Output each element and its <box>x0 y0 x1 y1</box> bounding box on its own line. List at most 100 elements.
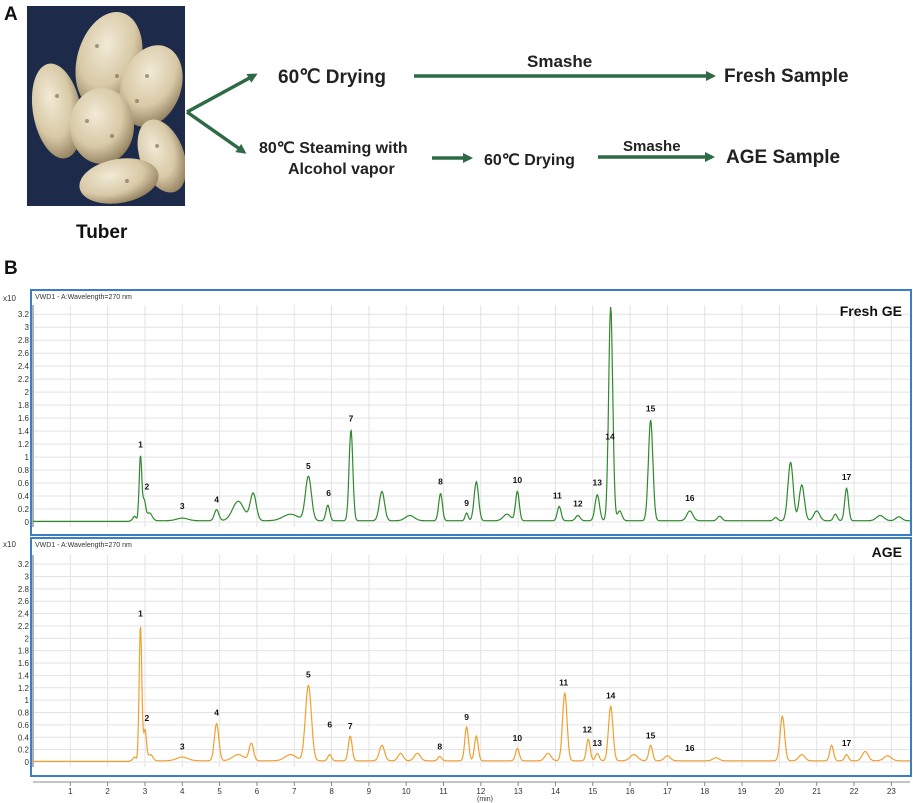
panel-a-letter: A <box>4 4 18 25</box>
peak-label-5: 5 <box>306 669 311 679</box>
y-tick-label: 0.6 <box>18 479 30 488</box>
step-steaming-line2: Alcohol vapor <box>288 161 395 178</box>
x-tick-label: 16 <box>626 787 635 796</box>
peak-label-3: 3 <box>180 501 185 511</box>
x-tick-label: 13 <box>514 787 523 796</box>
y-tick-label: 1.2 <box>18 684 30 693</box>
trace-fresh <box>33 306 910 522</box>
y-tick-label: 1.8 <box>18 647 30 656</box>
flow-arrows <box>185 71 716 163</box>
y-tick-label: 0.8 <box>18 466 30 475</box>
peak-label-6: 6 <box>327 719 332 729</box>
x-tick-label: 5 <box>217 787 222 796</box>
peak-label-8: 8 <box>437 742 442 752</box>
result-age-sample: AGE Sample <box>726 147 841 168</box>
x-tick-label: 3 <box>143 787 148 796</box>
peak-label-10: 10 <box>513 733 523 743</box>
y-tick-label: 1.4 <box>18 427 30 436</box>
y-tick-label: 0 <box>25 518 30 527</box>
arrow-label-smashe-bottom: Smashe <box>623 138 681 155</box>
y-scale-label: x10 <box>3 294 16 303</box>
y-scale-label: x10 <box>3 540 16 549</box>
y-tick-label: 1.8 <box>18 401 30 410</box>
peak-label-11: 11 <box>553 491 562 501</box>
trace-age <box>33 626 910 762</box>
x-tick-label: 2 <box>105 787 110 796</box>
y-tick-label: 0.6 <box>18 721 30 730</box>
peak-label-3: 3 <box>180 742 185 752</box>
y-tick-label: 0.2 <box>18 505 30 514</box>
arrow-photo-to-steaming <box>185 110 247 154</box>
step-steaming-line1: 80℃ Steaming with <box>259 140 408 157</box>
y-tick-label: 2.6 <box>18 597 30 606</box>
chart-fresh: 0 0.2 0.4 0.6 0.8 1 1.2 1.4 1.6 1.8 2 2.2 2.4 2.6 2.8 3… <box>3 294 910 527</box>
y-tick-label: 2.2 <box>18 622 30 631</box>
y-tick-label: 1 <box>25 453 30 462</box>
x-tick-label: 21 <box>812 787 821 796</box>
x-tick-label: 8 <box>329 787 334 796</box>
peak-label-10: 10 <box>513 475 523 485</box>
y-tick-label: 2 <box>25 634 30 643</box>
y-tick-label: 2.4 <box>18 362 30 371</box>
chart-title: AGE <box>872 544 902 560</box>
y-tick-label: 0 <box>25 758 30 767</box>
peak-label-12: 12 <box>573 498 583 508</box>
y-tick-label: 1.4 <box>18 671 30 680</box>
x-tick-label: 10 <box>402 787 411 796</box>
y-tick-label: 1.6 <box>18 414 30 423</box>
tuber-illustration <box>27 6 185 206</box>
x-tick-label: 19 <box>738 787 747 796</box>
y-tick-label: 3.2 <box>18 560 30 569</box>
x-tick-label: 18 <box>700 787 709 796</box>
x-tick-label: 17 <box>663 787 672 796</box>
result-fresh-sample: Fresh Sample <box>724 66 849 87</box>
photo-caption: Tuber <box>76 222 128 243</box>
panel-b-letter: B <box>4 258 18 279</box>
tuber-photo <box>27 6 185 206</box>
chart-frame-fresh <box>30 289 912 536</box>
peak-label-4: 4 <box>214 708 219 718</box>
arrow-label-smashe-top: Smashe <box>527 52 593 71</box>
peak-label-7: 7 <box>348 721 353 731</box>
peak-label-14: 14 <box>606 690 616 700</box>
x-tick-label: 22 <box>850 787 859 796</box>
step-drying-60-bottom: 60℃ Drying <box>484 152 575 169</box>
peak-label-16: 16 <box>685 743 695 753</box>
x-tick-label: 12 <box>476 787 485 796</box>
peak-label-9: 9 <box>464 498 469 508</box>
chart-age: 0 0.2 0.4 0.6 0.8 1 1.2 1.4 1.6 1.8 2 2.2 2.4 2.6 2.8 3… <box>3 540 910 767</box>
y-tick-label: 1.6 <box>18 659 30 668</box>
peak-label-7: 7 <box>349 413 354 423</box>
x-tick-label: 7 <box>292 787 297 796</box>
x-tick-label: 15 <box>588 787 597 796</box>
chart-frame-age <box>30 537 912 777</box>
chart-title: Fresh GE <box>840 303 902 319</box>
peak-label-15: 15 <box>646 404 656 414</box>
y-tick-label: 2 <box>25 388 30 397</box>
x-tick-label: 23 <box>887 787 896 796</box>
peak-label-8: 8 <box>438 476 443 486</box>
peak-label-16: 16 <box>685 493 695 503</box>
x-tick-label: 6 <box>255 787 260 796</box>
y-tick-label: 3 <box>25 572 30 581</box>
x-axis: 1 2 3 4 5 6 7 8 9 10 11 12 13 14 15 16 17 18 19 20 21 22 23(mi… <box>33 781 910 803</box>
peak-label-1: 1 <box>138 439 143 449</box>
x-tick-label: 4 <box>180 787 185 796</box>
arrow-photo-to-drying <box>186 73 258 114</box>
y-tick-label: 0.2 <box>18 746 30 755</box>
peak-label-13: 13 <box>593 738 603 748</box>
y-tick-label: 2.6 <box>18 349 30 358</box>
y-tick-label: 0.8 <box>18 709 30 718</box>
x-tick-label: 14 <box>551 787 560 796</box>
y-tick-label: 2.8 <box>18 336 30 345</box>
detector-subtitle: VWD1 - A:Wavelength=270 nm <box>35 542 132 549</box>
x-tick-label: 1 <box>68 787 73 796</box>
peak-label-14: 14 <box>605 432 615 442</box>
detector-subtitle: VWD1 - A:Wavelength=270 nm <box>35 294 132 301</box>
peak-label-2: 2 <box>144 713 149 723</box>
peak-label-9: 9 <box>464 712 469 722</box>
peak-label-4: 4 <box>214 495 219 505</box>
peak-label-6: 6 <box>326 488 331 498</box>
x-tick-label: 20 <box>775 787 784 796</box>
y-tick-label: 0.4 <box>18 733 30 742</box>
